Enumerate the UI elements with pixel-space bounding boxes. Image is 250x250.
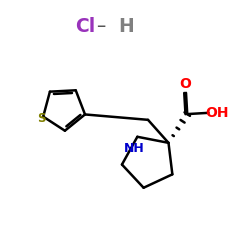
Text: NH: NH	[124, 142, 144, 155]
Text: S: S	[37, 112, 46, 125]
Text: H: H	[119, 17, 134, 36]
Text: OH: OH	[205, 106, 229, 120]
Text: –: –	[96, 17, 106, 36]
Text: O: O	[179, 77, 191, 91]
Text: Cl: Cl	[75, 17, 95, 36]
